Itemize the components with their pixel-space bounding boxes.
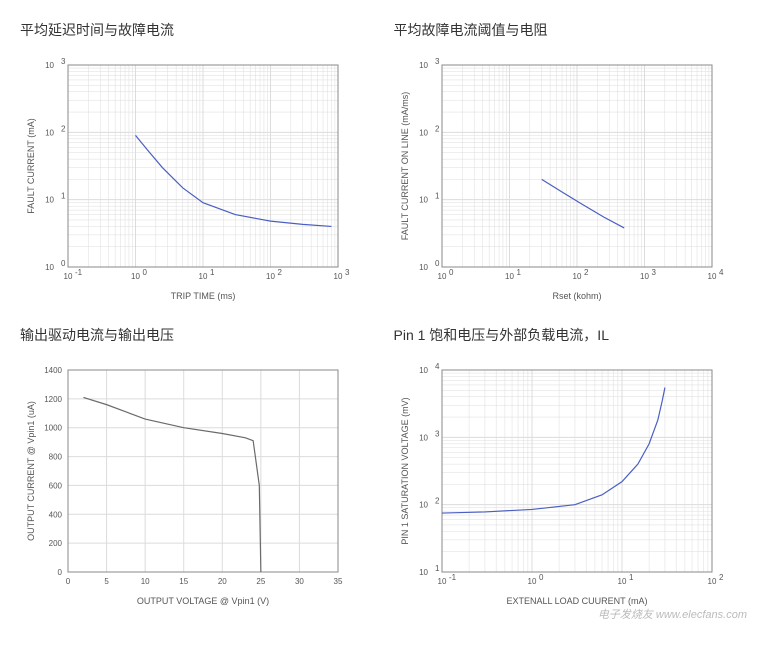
svg-text:10: 10 xyxy=(617,577,626,586)
svg-text:2: 2 xyxy=(61,124,66,133)
svg-text:10: 10 xyxy=(505,272,514,281)
svg-text:20: 20 xyxy=(218,577,227,586)
svg-text:10: 10 xyxy=(45,263,54,272)
chart-plot-1: 100101102103104100101102103Rset (kohm)FA… xyxy=(394,55,738,305)
svg-text:0: 0 xyxy=(449,268,454,277)
svg-text:10: 10 xyxy=(199,272,208,281)
svg-text:800: 800 xyxy=(49,453,63,462)
svg-text:35: 35 xyxy=(334,577,343,586)
svg-text:0: 0 xyxy=(435,259,440,268)
svg-text:1: 1 xyxy=(61,192,66,201)
svg-text:OUTPUT VOLTAGE @ Vpin1 (V): OUTPUT VOLTAGE @ Vpin1 (V) xyxy=(137,596,269,606)
svg-text:FAULT CURRENT (mA): FAULT CURRENT (mA) xyxy=(26,118,36,214)
svg-text:10: 10 xyxy=(707,272,716,281)
svg-text:2: 2 xyxy=(278,268,283,277)
chart-plot-3: 10-1100101102101102103104EXTENALL LOAD C… xyxy=(394,360,738,610)
svg-text:5: 5 xyxy=(104,577,109,586)
svg-text:10: 10 xyxy=(266,272,275,281)
svg-text:10: 10 xyxy=(640,272,649,281)
svg-text:10: 10 xyxy=(64,272,73,281)
svg-text:3: 3 xyxy=(435,57,440,66)
svg-text:2: 2 xyxy=(584,268,589,277)
chart-title-0: 平均延迟时间与故障电流 xyxy=(20,20,364,40)
svg-text:1: 1 xyxy=(435,192,440,201)
svg-text:10: 10 xyxy=(437,577,446,586)
svg-text:TRIP TIME (ms): TRIP TIME (ms) xyxy=(171,291,236,301)
svg-text:1: 1 xyxy=(516,268,521,277)
svg-text:1: 1 xyxy=(629,573,634,582)
svg-text:10: 10 xyxy=(419,196,428,205)
chart-title-3: Pin 1 饱和电压与外部负载电流，IL xyxy=(394,325,738,345)
svg-text:4: 4 xyxy=(435,362,440,371)
svg-text:-1: -1 xyxy=(75,268,83,277)
svg-text:10: 10 xyxy=(419,263,428,272)
svg-text:600: 600 xyxy=(49,481,63,490)
svg-text:10: 10 xyxy=(45,128,54,137)
svg-text:2: 2 xyxy=(435,124,440,133)
svg-text:10: 10 xyxy=(45,61,54,70)
svg-text:30: 30 xyxy=(295,577,304,586)
chart-cell-3: Pin 1 饱和电压与外部负载电流，IL 10-1100101102101102… xyxy=(394,325,738,610)
svg-text:0: 0 xyxy=(61,259,66,268)
chart-cell-2: 输出驱动电流与输出电压 0 5 10 15 20 25 30 35 0 200 400 600 800 1… xyxy=(20,325,364,610)
svg-text:0: 0 xyxy=(143,268,148,277)
chart-cell-1: 平均故障电流阈值与电阻 100101102103104100101102103R… xyxy=(394,20,738,305)
svg-text:1000: 1000 xyxy=(44,424,62,433)
svg-text:3: 3 xyxy=(435,429,440,438)
chart-plot-2: 0 5 10 15 20 25 30 35 0 200 400 600 800 1000 1200 1400 O… xyxy=(20,360,364,610)
svg-text:4: 4 xyxy=(719,268,724,277)
svg-text:0: 0 xyxy=(539,573,544,582)
chart-title-2: 输出驱动电流与输出电压 xyxy=(20,325,364,345)
svg-text:1: 1 xyxy=(210,268,215,277)
svg-text:0: 0 xyxy=(66,577,71,586)
svg-text:10: 10 xyxy=(419,568,428,577)
svg-text:0: 0 xyxy=(58,568,63,577)
svg-text:10: 10 xyxy=(141,577,150,586)
svg-text:1200: 1200 xyxy=(44,395,62,404)
chart-cell-0: 平均延迟时间与故障电流 10-1100101102103100101102103… xyxy=(20,20,364,305)
svg-text:10: 10 xyxy=(707,577,716,586)
svg-text:1: 1 xyxy=(435,564,440,573)
svg-text:10: 10 xyxy=(419,366,428,375)
svg-text:OUTPUT CURRENT @ Vpin1 (uA): OUTPUT CURRENT @ Vpin1 (uA) xyxy=(26,401,36,541)
svg-text:3: 3 xyxy=(61,57,66,66)
svg-text:10: 10 xyxy=(419,501,428,510)
svg-text:10: 10 xyxy=(572,272,581,281)
svg-text:400: 400 xyxy=(49,510,63,519)
svg-text:3: 3 xyxy=(651,268,656,277)
svg-text:2: 2 xyxy=(435,497,440,506)
svg-text:10: 10 xyxy=(131,272,140,281)
svg-text:Rset (kohm): Rset (kohm) xyxy=(552,291,601,301)
svg-text:2: 2 xyxy=(719,573,724,582)
svg-text:25: 25 xyxy=(256,577,265,586)
svg-text:200: 200 xyxy=(49,539,63,548)
svg-text:EXTENALL LOAD CUURENT (mA): EXTENALL LOAD CUURENT (mA) xyxy=(506,596,647,606)
svg-text:10: 10 xyxy=(437,272,446,281)
svg-text:10: 10 xyxy=(419,433,428,442)
svg-text:PIN 1 SATURATION VOLTAGE (mV): PIN 1 SATURATION VOLTAGE (mV) xyxy=(400,397,410,544)
svg-text:10: 10 xyxy=(419,128,428,137)
svg-text:3: 3 xyxy=(345,268,350,277)
svg-text:-1: -1 xyxy=(449,573,457,582)
svg-text:FAULT CURRENT ON LINE (mA/ms): FAULT CURRENT ON LINE (mA/ms) xyxy=(400,92,410,241)
svg-text:10: 10 xyxy=(334,272,343,281)
svg-text:10: 10 xyxy=(45,196,54,205)
svg-text:15: 15 xyxy=(179,577,188,586)
chart-title-1: 平均故障电流阈值与电阻 xyxy=(394,20,738,40)
svg-text:10: 10 xyxy=(527,577,536,586)
chart-plot-0: 10-1100101102103100101102103TRIP TIME (m… xyxy=(20,55,364,305)
chart-grid: 平均延迟时间与故障电流 10-1100101102103100101102103… xyxy=(20,20,737,610)
svg-text:1400: 1400 xyxy=(44,366,62,375)
svg-text:10: 10 xyxy=(419,61,428,70)
